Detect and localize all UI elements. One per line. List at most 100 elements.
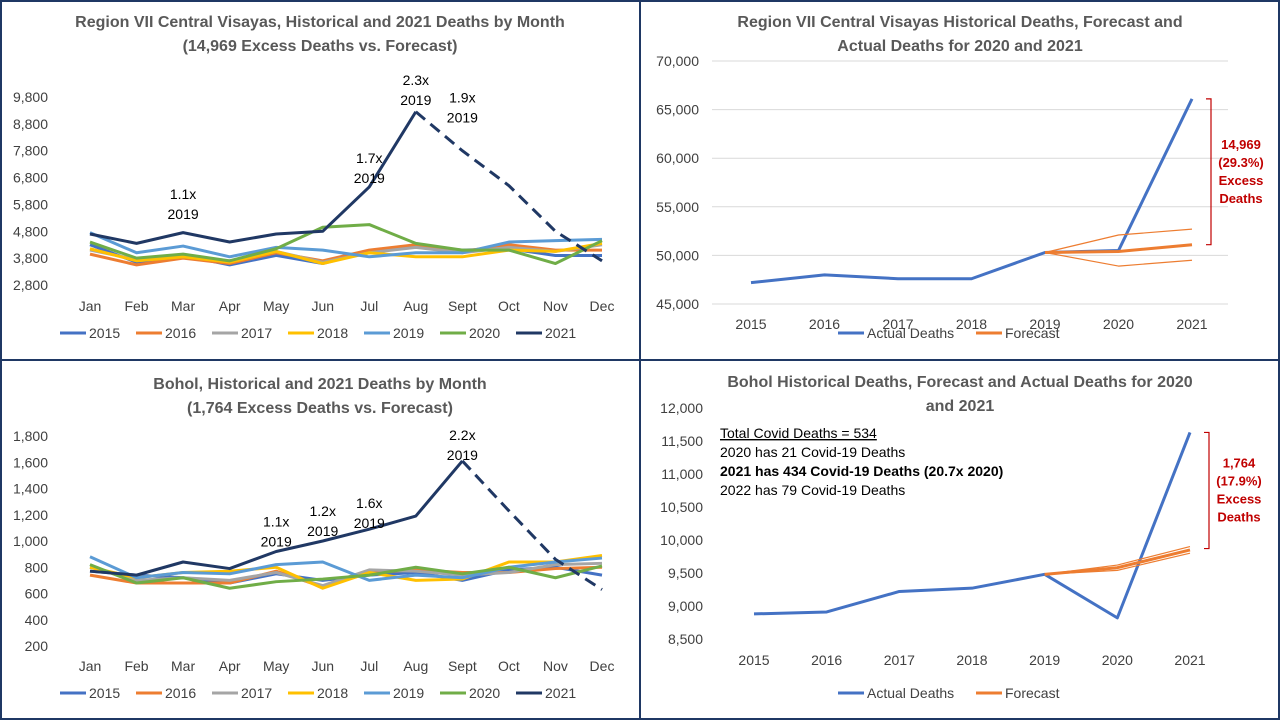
chart-title-line: Bohol, Historical and 2021 Deaths by Mon…	[153, 376, 486, 393]
x-tick-label: 2017	[884, 652, 915, 668]
annotation-label: 1.1x	[263, 514, 289, 530]
bohol_yearly-group: Bohol Historical Deaths, Forecast and Ac…	[660, 374, 1262, 701]
series-line-lower	[1044, 552, 1191, 575]
y-tick-label: 600	[25, 586, 49, 602]
annotation-label: 1.6x	[356, 495, 382, 511]
excess-label: Deaths	[1219, 191, 1262, 206]
x-tick-label: Mar	[171, 658, 195, 674]
y-tick-label: 1,600	[13, 454, 48, 470]
x-tick-label: May	[263, 298, 289, 314]
series-line-Forecast	[1044, 548, 1191, 576]
annotation-label: 1.9x	[449, 89, 475, 105]
legend-label: 2019	[393, 685, 424, 701]
legend-label: 2018	[317, 325, 348, 341]
excess-label: 1,764	[1223, 456, 1256, 471]
excess-label: 14,969	[1221, 137, 1261, 152]
x-tick-label: Apr	[219, 298, 241, 314]
y-tick-label: 50,000	[656, 247, 699, 263]
x-tick-label: 2020	[1102, 652, 1133, 668]
chart-title-line: (14,969 Excess Deaths vs. Forecast)	[183, 38, 458, 55]
x-tick-label: May	[263, 658, 289, 674]
x-tick-label: Nov	[543, 298, 568, 314]
region_monthly-group: Region VII Central Visayas, Historical a…	[13, 14, 615, 341]
region_yearly-group: Region VII Central Visayas Historical De…	[656, 14, 1264, 341]
legend-label: 2018	[317, 685, 348, 701]
legend-label: Forecast	[1005, 685, 1060, 701]
x-tick-label: 2015	[735, 316, 766, 332]
y-tick-label: 5,800	[13, 196, 48, 212]
excess-bracket	[1206, 98, 1212, 246]
x-tick-label: 2018	[956, 652, 987, 668]
chart-title-line: Actual Deaths for 2020 and 2021	[837, 38, 1083, 55]
panel-divider-horizontal	[0, 359, 1280, 361]
series-line-upper	[1044, 228, 1193, 254]
x-tick-label: Feb	[124, 298, 148, 314]
x-tick-label: Aug	[403, 298, 428, 314]
y-tick-label: 800	[25, 559, 49, 575]
legend-label: 2015	[89, 325, 120, 341]
y-tick-label: 45,000	[656, 296, 699, 312]
series-line-2018	[89, 241, 603, 266]
chart-title-line: (1,764 Excess Deaths vs. Forecast)	[187, 400, 453, 417]
annotation-label: 2019	[354, 515, 385, 531]
x-tick-label: Feb	[124, 658, 148, 674]
y-tick-label: 4,800	[13, 223, 48, 239]
info-box-line: Total Covid Deaths = 534	[720, 425, 877, 441]
chart-title-line: Bohol Historical Deaths, Forecast and Ac…	[727, 374, 1192, 391]
x-tick-label: 2017	[882, 316, 913, 332]
excess-label: Excess	[1217, 492, 1262, 507]
y-tick-label: 1,400	[13, 481, 48, 497]
region-yearly-chart: Region VII Central Visayas Historical De…	[656, 14, 1264, 341]
chart-panel-region-monthly: Region VII Central Visayas, Historical a…	[0, 0, 640, 360]
x-tick-label: Jan	[79, 298, 102, 314]
excess-label: Excess	[1219, 173, 1264, 188]
x-tick-label: Oct	[498, 298, 520, 314]
series-line-2021-projection	[414, 110, 603, 263]
y-tick-label: 12,000	[660, 400, 703, 416]
chart-title-line: Region VII Central Visayas, Historical a…	[75, 14, 565, 31]
y-tick-label: 60,000	[656, 150, 699, 166]
chart-title-line: Region VII Central Visayas Historical De…	[737, 14, 1182, 31]
annotation-label: 2019	[400, 92, 431, 108]
x-tick-label: Jul	[360, 658, 378, 674]
info-box-line: 2021 has 434 Covid-19 Deaths (20.7x 2020…	[720, 463, 1003, 479]
y-tick-label: 55,000	[656, 199, 699, 215]
series-line-lower	[1044, 251, 1193, 267]
y-tick-label: 9,800	[13, 89, 48, 105]
annotation-label: 2019	[261, 534, 292, 550]
legend-label: Actual Deaths	[867, 325, 954, 341]
x-tick-label: 2021	[1176, 316, 1207, 332]
y-tick-label: 3,800	[13, 250, 48, 266]
legend-label: 2020	[469, 325, 500, 341]
legend-label: 2021	[545, 325, 576, 341]
excess-bracket	[1204, 431, 1210, 550]
series-line-2020	[89, 223, 603, 266]
y-tick-label: 200	[25, 638, 49, 654]
x-tick-label: Dec	[590, 658, 615, 674]
info-box-line: 2020 has 21 Covid-19 Deaths	[720, 444, 905, 460]
excess-label: (17.9%)	[1216, 474, 1262, 489]
x-tick-label: 2018	[956, 316, 987, 332]
x-tick-label: Aug	[403, 658, 428, 674]
series-line-2021	[89, 459, 464, 577]
legend-label: 2017	[241, 325, 272, 341]
region-monthly-chart: Region VII Central Visayas, Historical a…	[13, 14, 615, 341]
y-tick-label: 1,200	[13, 507, 48, 523]
y-tick-label: 10,000	[660, 532, 703, 548]
x-tick-label: Dec	[590, 298, 615, 314]
x-tick-label: Jan	[79, 658, 102, 674]
y-tick-label: 6,800	[13, 170, 48, 186]
y-tick-label: 9,500	[668, 565, 703, 581]
legend-label: 2019	[393, 325, 424, 341]
annotation-label: 2019	[447, 109, 478, 125]
series-line-2019	[89, 555, 603, 582]
chart-panel-bohol-yearly: Bohol Historical Deaths, Forecast and Ac…	[640, 360, 1280, 720]
chart-title-line: and 2021	[926, 398, 995, 415]
x-tick-label: 2016	[811, 652, 842, 668]
legend-label: 2020	[469, 685, 500, 701]
x-tick-label: 2019	[1029, 316, 1060, 332]
x-tick-label: Oct	[498, 658, 520, 674]
legend-label: 2016	[165, 685, 196, 701]
x-tick-label: Apr	[219, 658, 241, 674]
y-tick-label: 9,000	[668, 598, 703, 614]
